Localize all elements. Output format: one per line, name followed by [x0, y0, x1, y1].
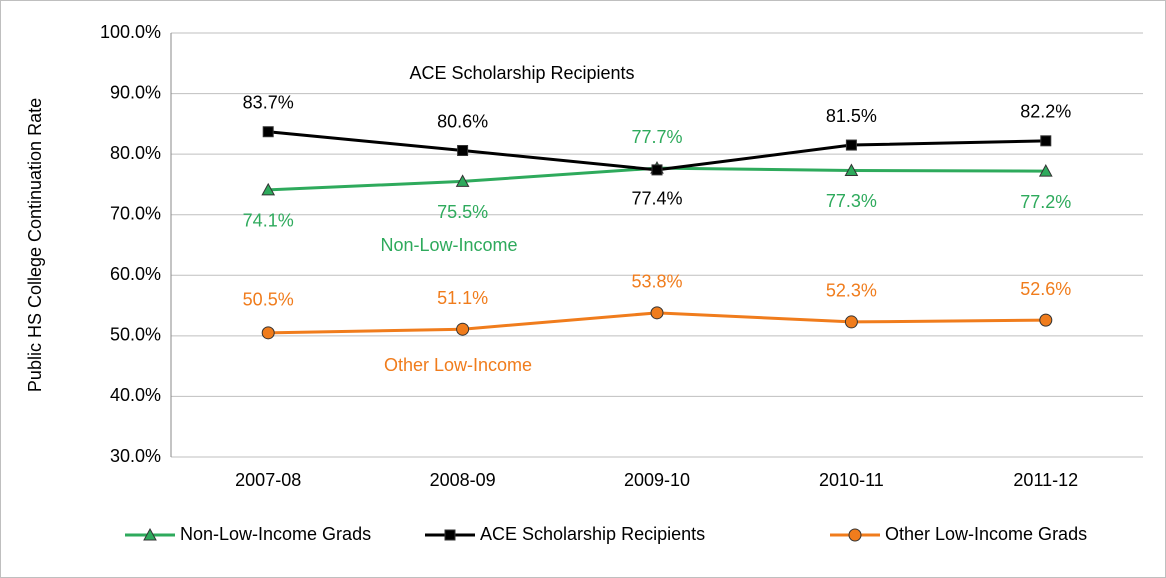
data-label: 52.6%: [1020, 279, 1071, 299]
x-tick-label: 2009-10: [624, 470, 690, 490]
marker: [143, 527, 157, 541]
legend-label: Non-Low-Income Grads: [180, 524, 371, 544]
x-tick-label: 2011-12: [1013, 470, 1078, 490]
marker: [262, 126, 274, 138]
annotation: Non-Low-Income: [380, 235, 517, 255]
data-label: 74.1%: [243, 211, 294, 231]
marker: [651, 164, 663, 176]
legend-label: ACE Scholarship Recipients: [480, 524, 705, 544]
y-tick-label: 70.0%: [110, 203, 161, 223]
y-tick-label: 60.0%: [110, 264, 161, 284]
annotation: Other Low-Income: [384, 355, 532, 375]
marker: [456, 322, 470, 336]
data-label: 77.3%: [826, 191, 877, 211]
data-label: 77.2%: [1020, 192, 1071, 212]
annotation: ACE Scholarship Recipients: [409, 63, 634, 83]
marker: [455, 174, 470, 187]
data-label: 52.3%: [826, 281, 877, 301]
data-label: 75.5%: [437, 202, 488, 222]
data-label: 50.5%: [243, 290, 294, 310]
marker: [848, 528, 862, 542]
data-label: 51.1%: [437, 288, 488, 308]
y-tick-label: 90.0%: [110, 82, 161, 102]
x-tick-label: 2007-08: [235, 470, 301, 490]
data-label: 77.4%: [631, 189, 682, 209]
data-label: 81.5%: [826, 106, 877, 126]
x-tick-label: 2010-11: [819, 470, 884, 490]
marker: [650, 306, 664, 320]
y-tick-label: 40.0%: [110, 385, 161, 405]
marker: [444, 529, 456, 541]
x-tick-label: 2008-09: [430, 470, 496, 490]
marker: [1038, 164, 1053, 177]
data-label: 77.7%: [631, 127, 682, 147]
marker: [845, 139, 857, 151]
marker: [1039, 313, 1053, 327]
marker: [844, 163, 859, 176]
data-label: 83.7%: [243, 92, 294, 112]
y-tick-label: 50.0%: [110, 325, 161, 345]
legend-label: Other Low-Income Grads: [885, 524, 1087, 544]
marker: [844, 315, 858, 329]
marker: [1040, 135, 1052, 147]
data-label: 80.6%: [437, 111, 488, 131]
y-axis-label: Public HS College Continuation Rate: [25, 98, 45, 392]
y-tick-label: 80.0%: [110, 143, 161, 163]
data-label: 82.2%: [1020, 102, 1071, 122]
marker: [457, 145, 469, 157]
marker: [261, 182, 276, 196]
y-tick-label: 100.0%: [100, 22, 161, 42]
data-label: 53.8%: [631, 272, 682, 292]
marker: [261, 326, 275, 340]
y-tick-label: 30.0%: [110, 446, 161, 466]
